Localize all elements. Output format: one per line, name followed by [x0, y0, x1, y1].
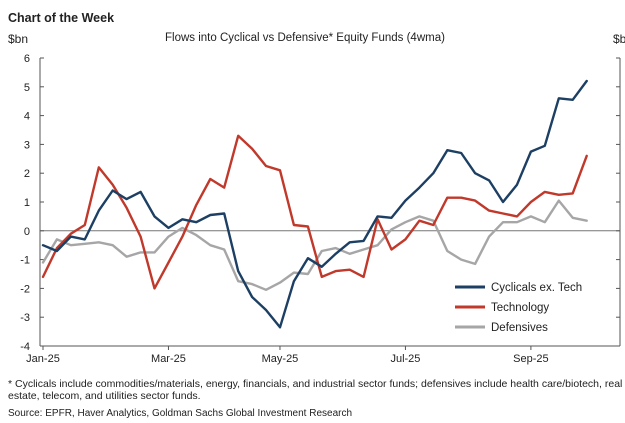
footnote: * Cyclicals include commodities/material… [8, 378, 623, 402]
legend-label: Technology [491, 302, 549, 314]
y-tick-label: 1 [24, 197, 30, 209]
y-unit-right: $b [613, 32, 625, 46]
series-line-cyclicals-ex-tech [41, 79, 588, 329]
y-tick-label: 5 [24, 82, 30, 94]
x-tick-label: May-25 [262, 353, 299, 365]
y-unit-left: $bn [8, 32, 29, 46]
x-tick-label: Jan-25 [26, 353, 60, 365]
y-tick-label: -4 [20, 341, 30, 353]
y-tick-label: -3 [20, 312, 30, 324]
y-tick-label: 0 [24, 226, 30, 238]
y-tick-label: -1 [20, 255, 30, 267]
y-tick-label: 2 [24, 168, 30, 180]
y-tick-label: 6 [24, 53, 30, 65]
legend-label: Defensives [491, 322, 548, 334]
x-tick-label: Mar-25 [151, 353, 186, 365]
chart-title: Flows into Cyclical vs Defensive* Equity… [165, 32, 445, 44]
x-tick-label: Sep-25 [513, 353, 548, 365]
y-tick-label: 3 [24, 139, 30, 151]
y-tick-label: -2 [20, 283, 30, 295]
legend-label: Cyclicals ex. Tech [491, 282, 582, 294]
y-tick-label: 4 [24, 111, 30, 123]
source-note: Source: EPFR, Haver Analytics, Goldman S… [8, 408, 353, 419]
chart-kicker: Chart of the Week [8, 11, 115, 25]
x-tick-label: Jul-25 [390, 353, 420, 365]
series-line-technology [41, 134, 588, 290]
